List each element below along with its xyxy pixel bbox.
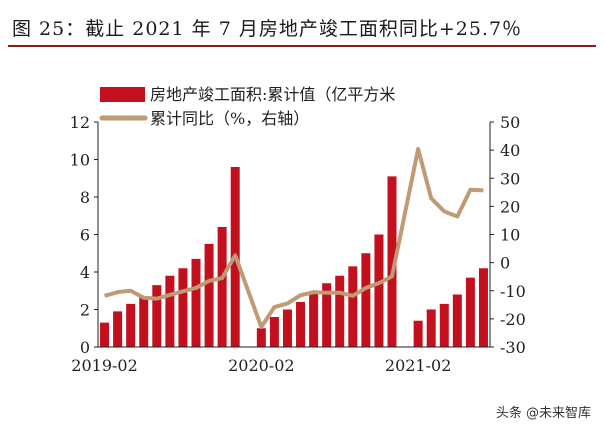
bar [282, 309, 292, 347]
legend-bar-label: 房地产竣工面积:累计值（亿平方米 [150, 85, 395, 104]
figure-title: 图 25：截止 2021 年 7 月房地产竣工面积同比+25.7％ [12, 18, 523, 40]
x-tick-label: 2021-02 [385, 356, 451, 375]
right-tick-label: -10 [500, 282, 526, 301]
right-tick-label: -30 [500, 338, 526, 357]
bar [139, 296, 149, 347]
legend-line-label: 累计同比（%，右轴） [150, 109, 309, 128]
bar [413, 320, 423, 347]
bar [217, 227, 227, 347]
bar [126, 303, 136, 347]
bar [309, 292, 319, 347]
bar [191, 258, 201, 347]
bar [465, 277, 475, 347]
right-tick-label: 50 [500, 113, 520, 132]
title-divider [8, 45, 596, 47]
bar [256, 328, 266, 347]
bar [269, 317, 279, 347]
left-tick-label: 8 [80, 188, 90, 207]
right-tick-label: 30 [500, 169, 520, 188]
left-tick-label: 2 [80, 301, 90, 320]
bar [100, 322, 110, 347]
bar [113, 311, 123, 347]
bar [478, 268, 488, 347]
right-tick-label: 0 [500, 254, 510, 273]
watermark: 头条 @未来智库 [495, 406, 591, 421]
left-tick-label: 0 [80, 338, 90, 357]
left-tick-label: 10 [70, 151, 90, 170]
bar [322, 283, 332, 347]
bar [348, 266, 358, 347]
bar [387, 176, 397, 347]
right-tick-label: 40 [500, 141, 520, 160]
bar [439, 303, 449, 347]
x-tick-label: 2020-02 [228, 356, 294, 375]
bar [361, 253, 371, 347]
bar [335, 275, 345, 347]
bar [204, 243, 214, 347]
left-tick-label: 12 [70, 113, 90, 132]
line-series [103, 147, 484, 330]
legend-bar-swatch [100, 87, 145, 102]
x-tick-label: 2019-02 [71, 356, 137, 375]
bar [452, 294, 462, 347]
left-tick-label: 4 [80, 263, 90, 282]
bar [374, 234, 384, 347]
right-tick-label: 10 [500, 226, 520, 245]
left-tick-label: 6 [80, 226, 90, 245]
right-tick-label: -20 [500, 310, 526, 329]
bar [152, 285, 162, 347]
bar [296, 302, 306, 347]
bar [178, 268, 188, 347]
bar [426, 309, 436, 347]
bar [165, 275, 175, 347]
right-tick-label: 20 [500, 197, 520, 216]
